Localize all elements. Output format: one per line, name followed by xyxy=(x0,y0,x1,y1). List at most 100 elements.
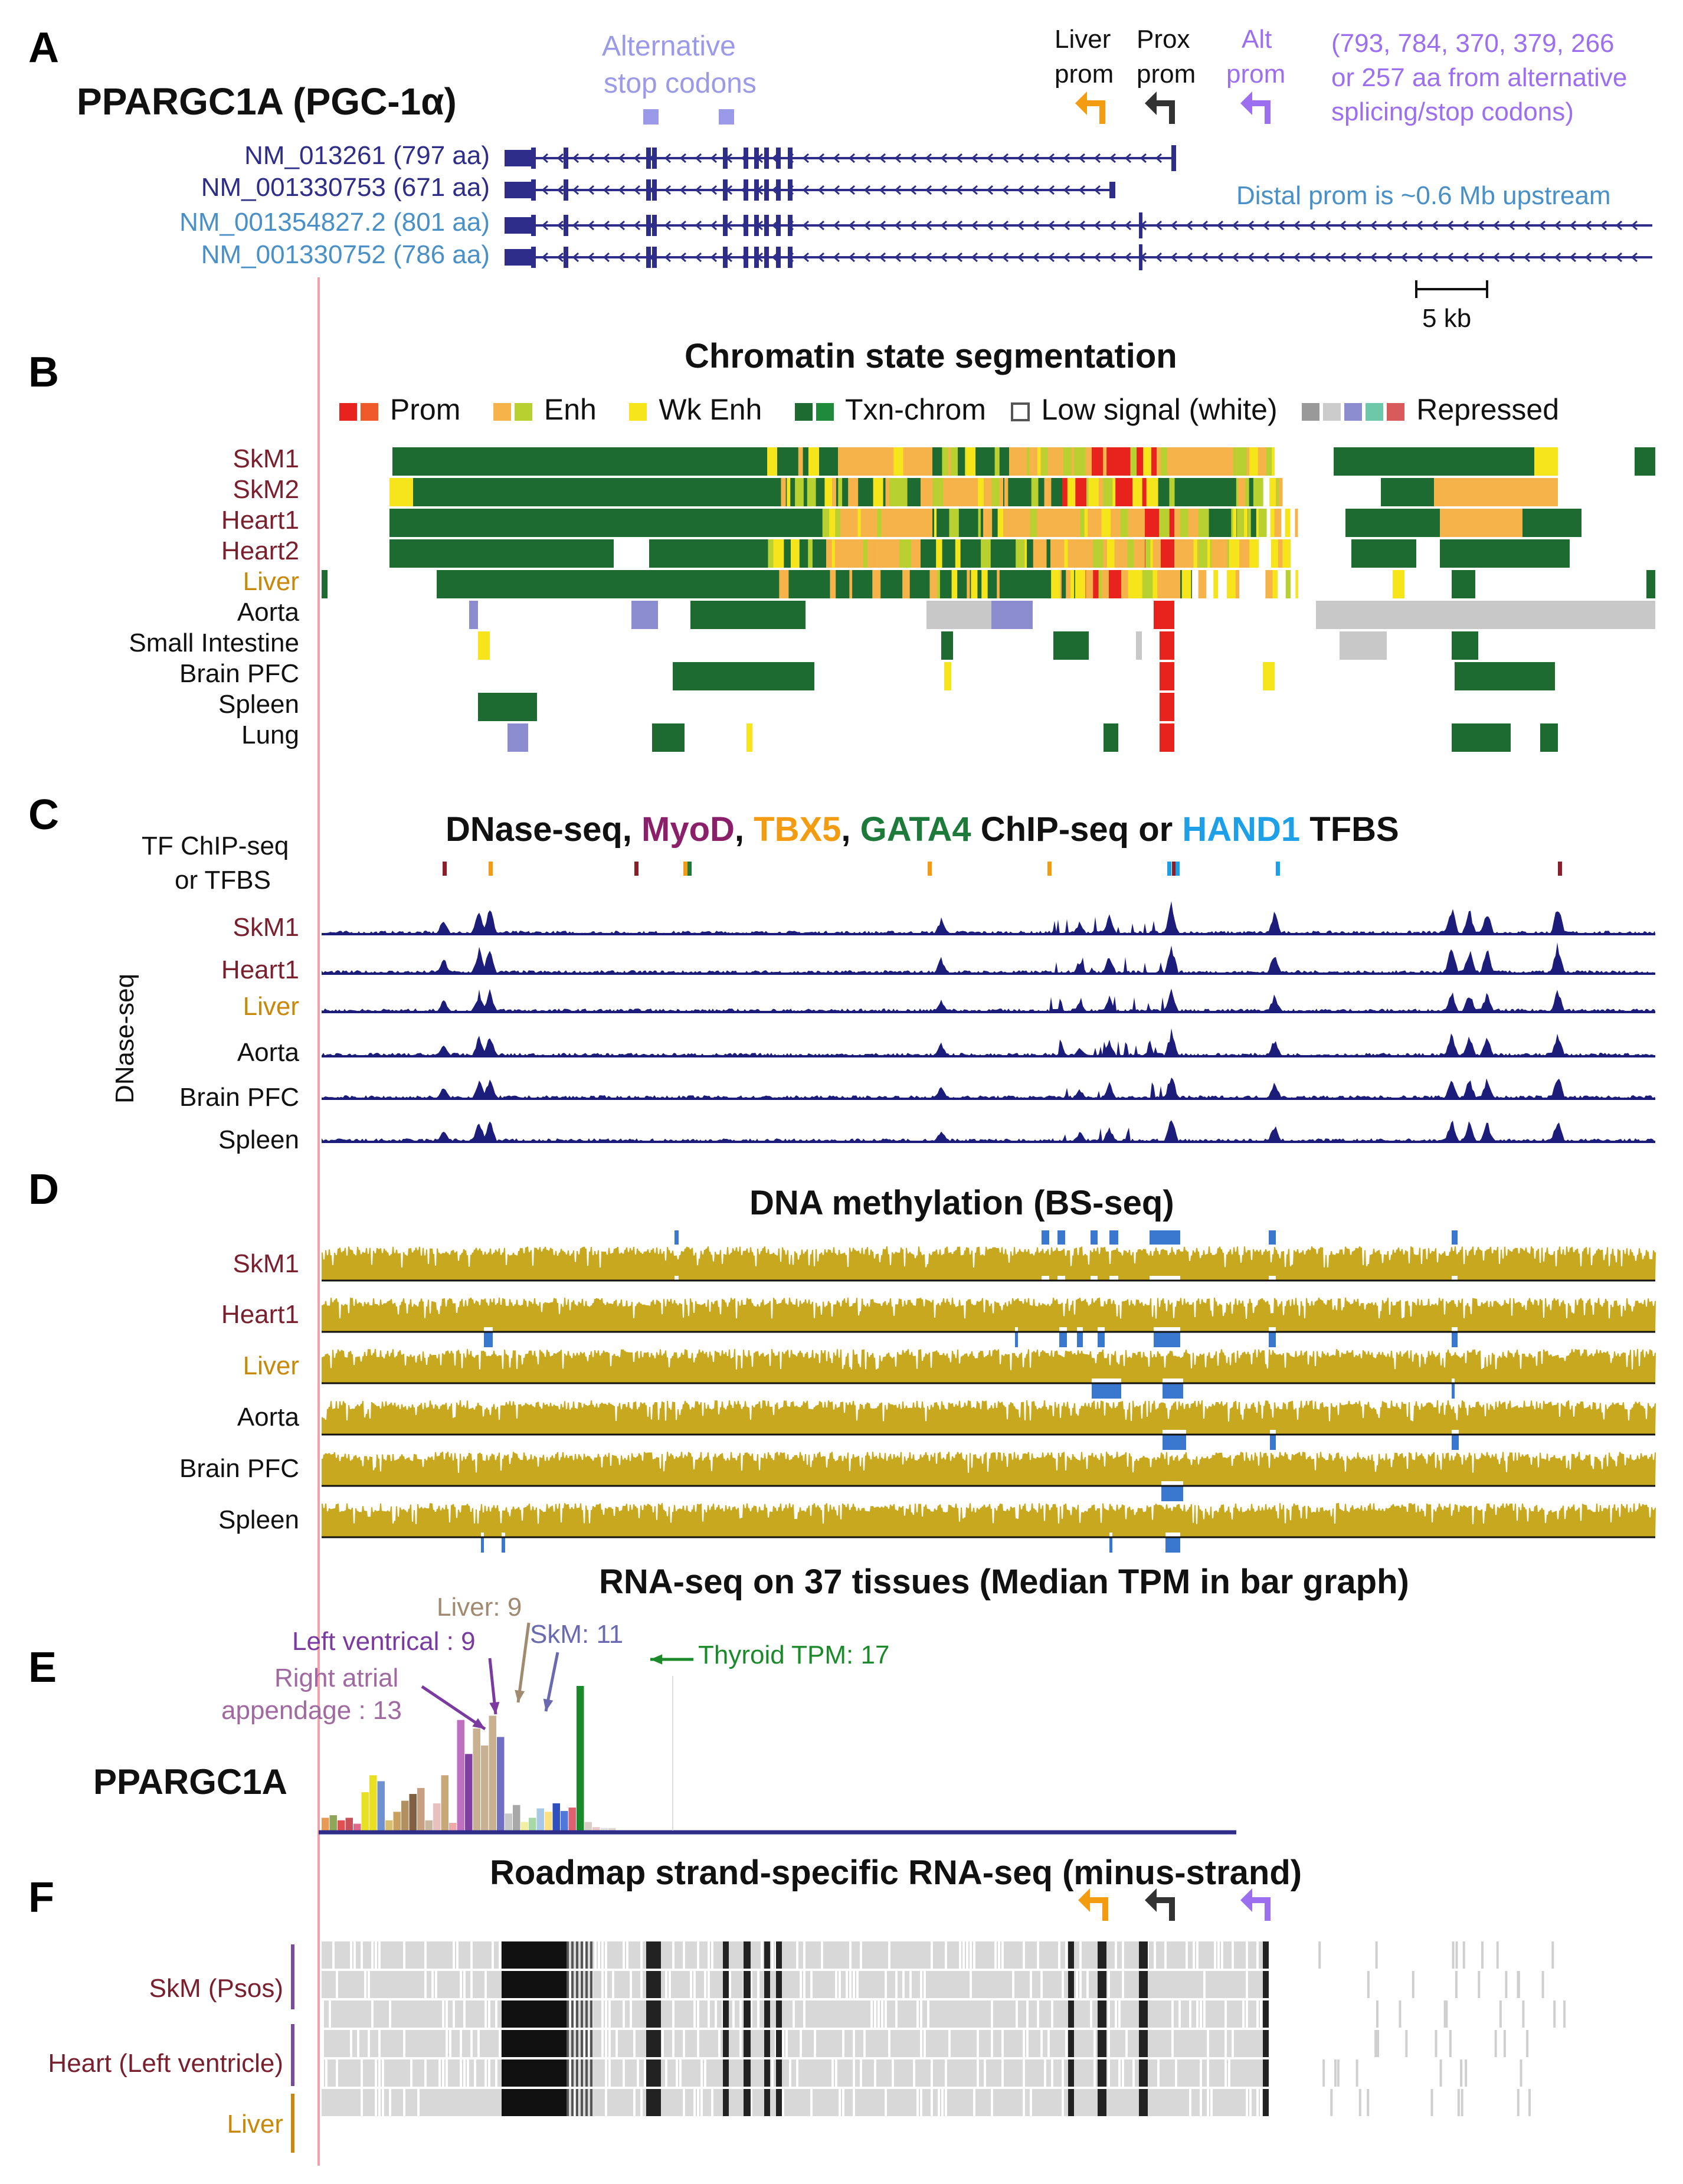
roadmap-cell xyxy=(371,2000,374,2028)
roadmap-cell xyxy=(615,2030,618,2057)
roadmap-cell xyxy=(569,2000,572,2028)
strand-chevron xyxy=(556,153,564,163)
roadmap-exon-signal xyxy=(502,2089,567,2116)
strand-chevron xyxy=(894,153,901,163)
strand-chevron xyxy=(541,220,548,231)
chromatin-segment xyxy=(885,478,890,506)
roadmap-cell xyxy=(1157,2059,1160,2087)
roadmap-cell xyxy=(389,2000,391,2028)
roadmap-cell xyxy=(1200,2059,1202,2087)
methylation-track xyxy=(322,1230,1656,1284)
roadmap-cell xyxy=(1118,2000,1121,2028)
chromatin-segment xyxy=(389,539,496,568)
chromatin-segment xyxy=(649,539,826,568)
strand-chevron xyxy=(817,185,824,195)
methyl-tissue-label: Aorta xyxy=(237,1403,299,1432)
roadmap-cell xyxy=(973,1941,975,1969)
alt-prom-label-2: prom xyxy=(1226,60,1286,89)
roadmap-cell xyxy=(446,2059,448,2087)
chromatin-segment xyxy=(991,601,1033,629)
roadmap-exon-signal xyxy=(723,2030,729,2057)
legend-rep-swatch xyxy=(1302,402,1320,421)
rnaseq-bar xyxy=(481,1745,489,1831)
roadmap-cell xyxy=(1154,1941,1156,1969)
roadmap-cell xyxy=(941,2089,944,2116)
chromatin-segment xyxy=(1266,447,1272,476)
roadmap-cell xyxy=(1062,2089,1064,2116)
chromatin-segment xyxy=(1646,570,1655,598)
roadmap-cell xyxy=(477,2030,480,2057)
panel-letter-b: B xyxy=(28,349,59,396)
rnaseq-bar xyxy=(409,1794,417,1831)
strand-chevron xyxy=(1093,185,1101,195)
roadmap-cell xyxy=(484,2059,487,2087)
roadmap-cell xyxy=(590,1971,592,1998)
roadmap-exon-signal xyxy=(776,2089,782,2116)
chromatin-track xyxy=(322,570,1655,598)
dnase-track xyxy=(322,988,1655,1013)
roadmap-cell xyxy=(895,1971,898,1998)
roadmap-cell xyxy=(1175,2059,1177,2087)
dnase-signal xyxy=(322,901,1655,934)
roadmap-cell xyxy=(853,1971,855,1998)
chromatin-segment xyxy=(1295,570,1298,598)
roadmap-cell xyxy=(966,1941,968,1969)
methylation-signal xyxy=(322,1246,1656,1281)
roadmap-cell xyxy=(499,2030,501,2057)
tf-binding-mark xyxy=(443,862,447,876)
roadmap-cell xyxy=(991,2030,993,2057)
roadmap-cell xyxy=(1030,2089,1032,2116)
roadmap-cell xyxy=(576,1971,578,1998)
chromatin-segment xyxy=(413,478,649,506)
dnase-tissue-label: Aorta xyxy=(237,1038,299,1067)
roadmap-cell xyxy=(495,2000,497,2028)
gene-title: PPARGC1A (PGC-1α) xyxy=(77,80,457,123)
roadmap-cell xyxy=(1012,1971,1014,1998)
strand-chevron xyxy=(572,185,579,195)
strand-chevron xyxy=(710,153,717,163)
roadmap-row xyxy=(322,1941,1269,1969)
strand-chevron xyxy=(664,220,671,231)
strand-chevron xyxy=(1308,252,1315,263)
roadmap-cell xyxy=(708,1941,710,1969)
roadmap-cell xyxy=(576,2059,578,2087)
chromatin-segment xyxy=(1198,570,1207,598)
ann-raa-arrow-head xyxy=(472,1718,485,1729)
rnaseq-bar xyxy=(600,1828,608,1831)
chromatin-segment xyxy=(1160,723,1174,752)
roadmap-cell xyxy=(573,2000,575,2028)
roadmap-cell xyxy=(495,2059,497,2087)
chromatin-segment xyxy=(620,509,826,537)
exon xyxy=(776,215,781,236)
strand-chevron xyxy=(955,220,962,231)
strand-chevron xyxy=(879,252,886,263)
exon xyxy=(754,148,759,169)
dnase-title-part: TFBS xyxy=(1300,810,1399,849)
strand-chevron xyxy=(1186,220,1193,231)
chromatin-segment xyxy=(1334,447,1534,476)
roadmap-cell xyxy=(336,2059,338,2087)
roadmap-cell xyxy=(697,2030,699,2057)
roadmap-cell xyxy=(931,2059,933,2087)
roadmap-cell xyxy=(690,1971,692,1998)
ann-thyroid: Thyroid TPM: 17 xyxy=(698,1641,890,1669)
dnase-tissue-label: Spleen xyxy=(218,1125,299,1154)
strand-chevron xyxy=(1477,252,1484,263)
chromatin-segment xyxy=(1635,447,1655,476)
strand-chevron xyxy=(863,220,870,231)
strand-chevron xyxy=(1063,252,1070,263)
roadmap-cell xyxy=(484,1971,487,1998)
chromatin-segment xyxy=(1265,570,1273,598)
roadmap-cell xyxy=(605,1971,607,1998)
roadmap-cell xyxy=(708,2000,710,2028)
chromatin-segment xyxy=(1073,447,1084,476)
roadmap-cell xyxy=(446,2000,448,2028)
roadmap-cell xyxy=(1118,2059,1121,2087)
chromatin-segment xyxy=(831,570,836,598)
roadmap-cell xyxy=(1455,1971,1458,1998)
chromatin-segment xyxy=(870,539,874,568)
strand-chevron xyxy=(833,153,840,163)
strand-chevron xyxy=(1001,185,1009,195)
roadmap-cell xyxy=(576,2030,578,2057)
rnaseq-bar xyxy=(608,1828,616,1831)
